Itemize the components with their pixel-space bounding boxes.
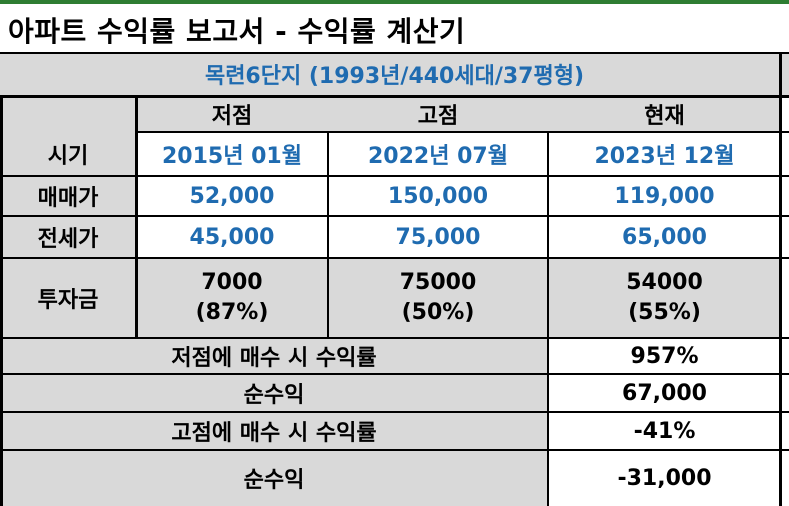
grid-line bbox=[0, 411, 789, 413]
grid-line bbox=[136, 131, 789, 133]
jeonse-price-high: 75,000 bbox=[328, 216, 548, 258]
sale-price-low: 52,000 bbox=[136, 176, 328, 216]
column-header-low: 저점 bbox=[136, 96, 328, 132]
grid-line bbox=[0, 96, 3, 506]
grid-line bbox=[547, 132, 549, 506]
investment-current: 54000 (55%) bbox=[548, 258, 781, 338]
investment-low-amount: 7000 bbox=[201, 270, 263, 295]
row-label-sale-price: 매매가 bbox=[0, 176, 136, 216]
summary-value-low-return: 957% bbox=[548, 338, 781, 374]
grid-line bbox=[135, 96, 138, 338]
jeonse-price-current: 65,000 bbox=[548, 216, 781, 258]
investment-current-ratio: (55%) bbox=[628, 300, 701, 325]
summary-value-low-profit: 67,000 bbox=[548, 374, 781, 412]
row-label-jeonse-price: 전세가 bbox=[0, 216, 136, 258]
grid-line bbox=[327, 132, 329, 338]
grid-line bbox=[0, 175, 789, 177]
investment-low: 7000 (87%) bbox=[136, 258, 328, 338]
sale-price-high: 150,000 bbox=[328, 176, 548, 216]
grid-line bbox=[0, 95, 789, 98]
report-title: 아파트 수익률 보고서 - 수익률 계산기 bbox=[8, 15, 466, 48]
header-corner bbox=[0, 96, 136, 132]
summary-value-high-profit: -31,000 bbox=[548, 450, 781, 506]
top-accent-bar bbox=[0, 0, 789, 4]
row-label-investment: 투자금 bbox=[0, 258, 136, 338]
column-header-current: 현재 bbox=[548, 96, 781, 132]
period-low: 2015년 01월 bbox=[136, 132, 328, 176]
summary-label-low-return: 저점에 매수 시 수익률 bbox=[0, 338, 548, 374]
investment-current-amount: 54000 bbox=[626, 270, 703, 295]
grid-line bbox=[0, 215, 789, 217]
investment-high: 75000 (50%) bbox=[328, 258, 548, 338]
jeonse-price-low: 45,000 bbox=[136, 216, 328, 258]
grid-line bbox=[0, 373, 789, 375]
complex-title: 목련6단지 (1993년/440세대/37평형) bbox=[0, 52, 789, 96]
period-current: 2023년 12월 bbox=[548, 132, 781, 176]
summary-value-high-return: -41% bbox=[548, 412, 781, 450]
period-high: 2022년 07월 bbox=[328, 132, 548, 176]
summary-label-high-profit: 순수익 bbox=[0, 450, 548, 506]
summary-label-high-return: 고점에 매수 시 수익률 bbox=[0, 412, 548, 450]
grid-line bbox=[0, 257, 789, 259]
investment-high-amount: 75000 bbox=[399, 270, 477, 295]
grid-line bbox=[779, 52, 782, 506]
grid-line bbox=[0, 52, 789, 54]
investment-high-ratio: (50%) bbox=[401, 300, 475, 325]
grid-line bbox=[0, 337, 789, 339]
investment-low-ratio: (87%) bbox=[195, 300, 269, 325]
sale-price-current: 119,000 bbox=[548, 176, 781, 216]
grid-line bbox=[0, 449, 789, 451]
row-label-period: 시기 bbox=[0, 132, 136, 176]
column-header-high: 고점 bbox=[328, 96, 548, 132]
summary-label-low-profit: 순수익 bbox=[0, 374, 548, 412]
calculator-table: 목련6단지 (1993년/440세대/37평형) 저점 고점 현재 시기 201… bbox=[0, 52, 789, 506]
